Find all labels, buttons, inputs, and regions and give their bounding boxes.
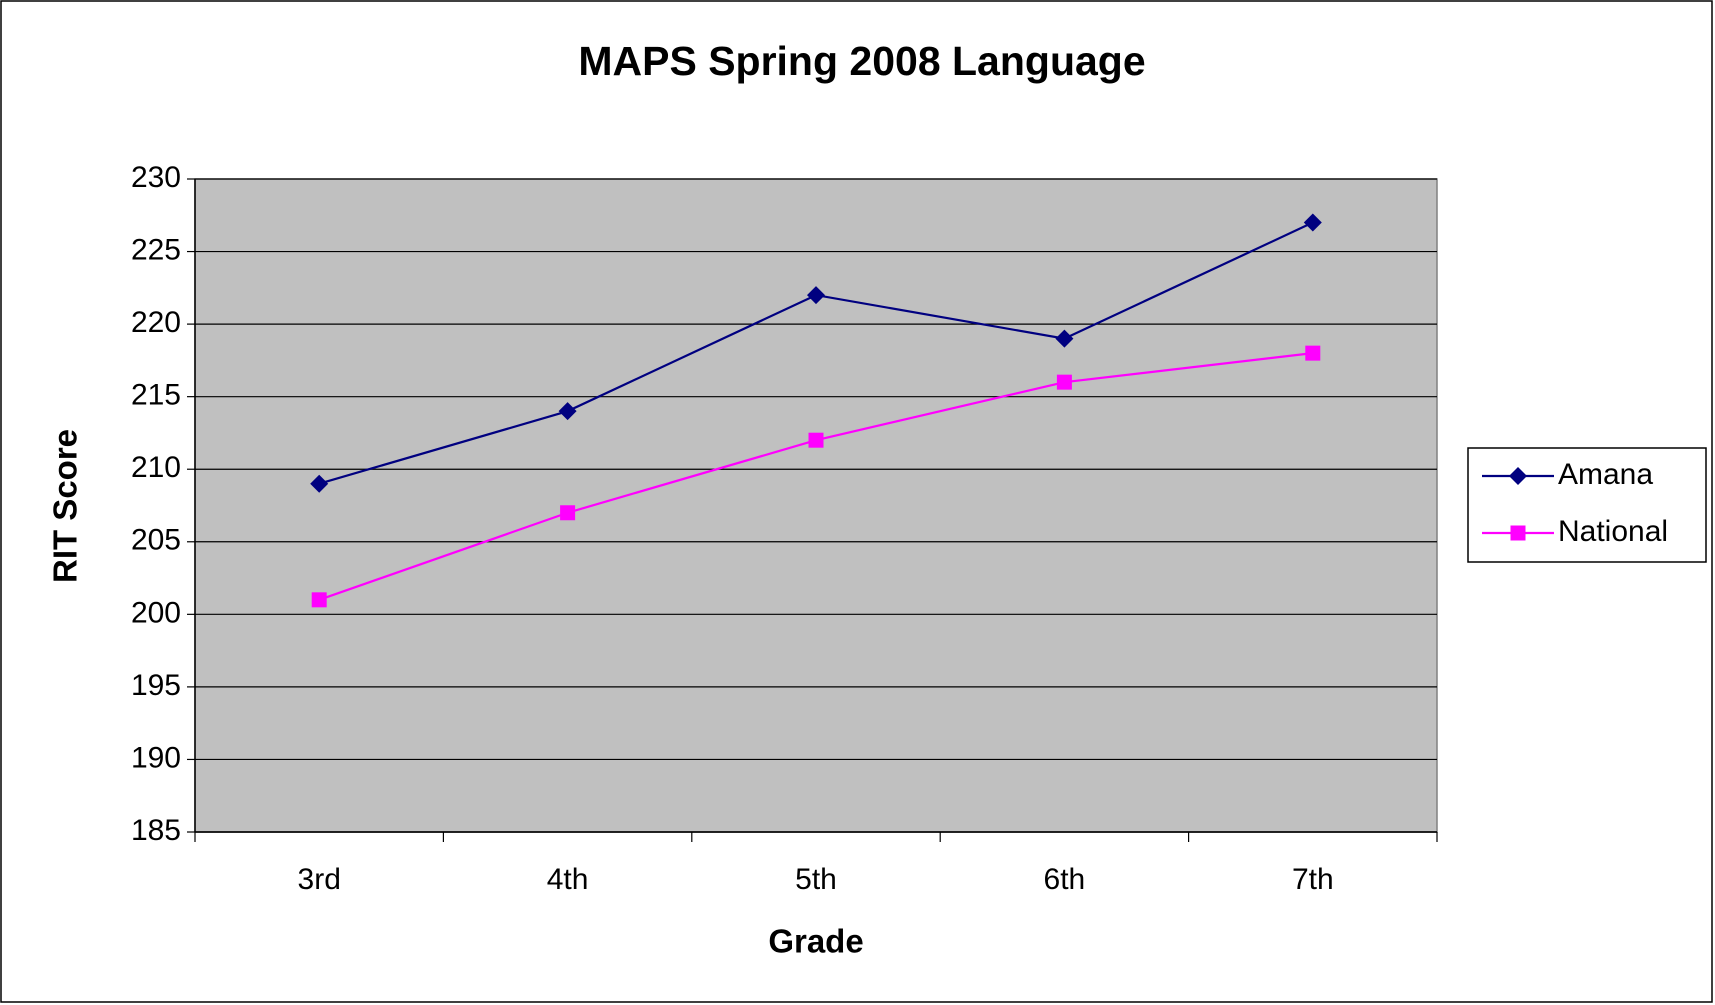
- data-point: [560, 505, 576, 521]
- data-point: [808, 432, 824, 448]
- y-tick-label: 190: [131, 741, 181, 774]
- legend-marker: [1509, 467, 1527, 485]
- x-tick-label: 6th: [1044, 863, 1086, 896]
- plot-area: [194, 178, 1438, 833]
- y-tick-label: 185: [131, 814, 181, 847]
- x-axis-label: Grade: [768, 923, 863, 960]
- y-tick-label: 195: [131, 669, 181, 702]
- data-point: [1303, 213, 1322, 232]
- y-axis-label: RIT Score: [47, 429, 84, 583]
- y-tick-label: 215: [131, 379, 181, 412]
- data-point: [310, 474, 329, 493]
- y-tick-label: 200: [131, 596, 181, 629]
- data-point: [1305, 345, 1321, 361]
- chart-title: MAPS Spring 2008 Language: [578, 38, 1145, 84]
- data-point: [1056, 374, 1072, 390]
- legend: [1467, 447, 1707, 563]
- legend-label: Amana: [1558, 458, 1653, 491]
- y-tick-label: 230: [131, 161, 181, 194]
- data-point: [1055, 329, 1074, 348]
- data-point: [807, 286, 825, 305]
- x-tick-label: 7th: [1292, 863, 1334, 896]
- legend-label: National: [1558, 515, 1668, 548]
- data-point: [311, 592, 327, 608]
- data-point: [558, 402, 577, 421]
- y-tick-label: 210: [131, 451, 181, 484]
- legend-marker: [1510, 525, 1526, 541]
- y-tick-label: 220: [131, 306, 181, 339]
- x-tick-label: 5th: [795, 863, 837, 896]
- y-tick-label: 225: [131, 233, 181, 266]
- x-tick-label: 4th: [547, 863, 589, 896]
- y-tick-label: 205: [131, 524, 181, 557]
- x-tick-label: 3rd: [298, 863, 341, 896]
